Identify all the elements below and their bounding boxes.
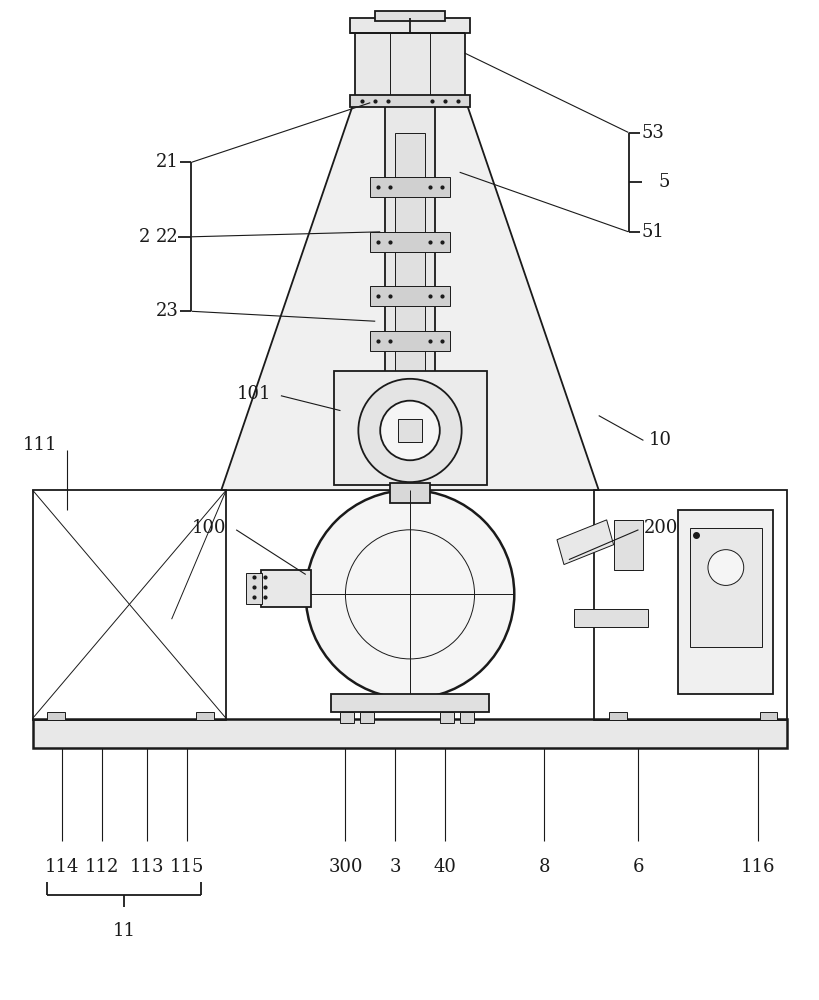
Bar xyxy=(613,520,643,570)
Text: 100: 100 xyxy=(192,519,226,537)
Bar xyxy=(370,232,449,252)
Text: 6: 6 xyxy=(632,858,644,876)
Bar xyxy=(397,419,422,442)
Text: 112: 112 xyxy=(85,858,119,876)
Bar xyxy=(593,490,786,720)
Circle shape xyxy=(305,490,514,699)
Bar xyxy=(390,483,429,503)
Bar xyxy=(439,712,453,723)
Bar xyxy=(375,11,444,21)
Text: 10: 10 xyxy=(648,431,671,449)
Text: 21: 21 xyxy=(156,153,179,171)
Bar xyxy=(395,133,424,381)
Text: 113: 113 xyxy=(129,858,164,876)
Bar xyxy=(33,719,786,748)
Text: 2: 2 xyxy=(138,228,150,246)
Text: 22: 22 xyxy=(156,228,179,246)
Bar xyxy=(370,286,449,306)
Circle shape xyxy=(358,379,461,482)
Bar xyxy=(350,95,469,107)
Bar xyxy=(385,103,434,480)
Text: 5: 5 xyxy=(658,173,669,191)
Bar xyxy=(333,371,486,485)
Text: 51: 51 xyxy=(640,223,663,241)
Text: 115: 115 xyxy=(170,858,203,876)
Bar xyxy=(350,18,469,33)
Text: 23: 23 xyxy=(156,302,179,320)
Text: 200: 200 xyxy=(643,519,677,537)
Text: 111: 111 xyxy=(23,436,57,454)
Text: 114: 114 xyxy=(45,858,79,876)
Bar xyxy=(33,490,226,720)
Text: 11: 11 xyxy=(113,922,136,940)
Bar xyxy=(48,712,66,720)
Text: 300: 300 xyxy=(328,858,362,876)
Bar xyxy=(260,570,310,607)
Text: 101: 101 xyxy=(236,385,270,403)
Circle shape xyxy=(380,401,439,460)
Text: 8: 8 xyxy=(538,858,550,876)
Bar xyxy=(459,712,473,723)
Bar xyxy=(690,528,761,647)
Bar xyxy=(197,712,214,720)
Bar xyxy=(677,510,771,694)
Bar xyxy=(340,712,354,723)
Bar xyxy=(608,712,626,720)
Bar xyxy=(370,177,449,197)
Text: 116: 116 xyxy=(740,858,774,876)
Text: 3: 3 xyxy=(389,858,400,876)
Polygon shape xyxy=(221,98,598,490)
Text: 40: 40 xyxy=(432,858,455,876)
Text: 53: 53 xyxy=(640,124,663,142)
Bar xyxy=(370,331,449,351)
Circle shape xyxy=(707,550,743,585)
Bar xyxy=(360,712,373,723)
Bar xyxy=(573,609,648,627)
Bar xyxy=(355,33,464,103)
Bar xyxy=(246,573,262,604)
Bar xyxy=(758,712,776,720)
Polygon shape xyxy=(556,520,613,565)
Bar xyxy=(330,694,489,712)
